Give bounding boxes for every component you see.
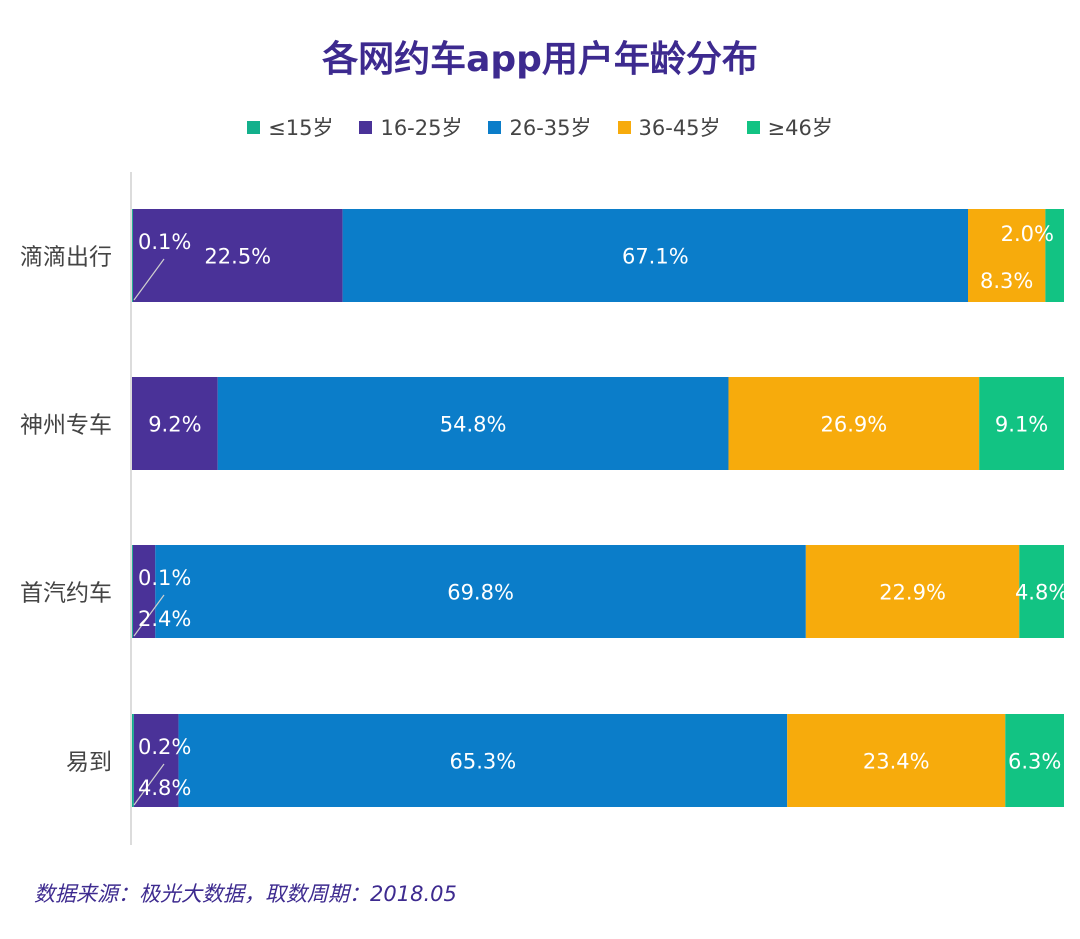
data-label-r2-s1: 2.4% <box>138 607 191 631</box>
legend-item-3: 36-45岁 <box>617 112 721 142</box>
data-label-r2-s0: 0.1% <box>138 566 191 590</box>
chart-title: 各网约车app用户年龄分布 <box>322 39 758 80</box>
bar-segment-r1-s2 <box>217 377 729 470</box>
legend-swatch-4 <box>746 120 760 134</box>
bar-segment-r0-s2 <box>342 209 969 302</box>
bar-segment-r3-s4 <box>1005 714 1064 807</box>
leader-line-r0 <box>133 258 165 301</box>
data-label-r2-s2: 69.8% <box>447 581 514 605</box>
bar-segment-r0-s3 <box>968 209 1046 302</box>
data-label-r0-s4: 2.0% <box>1001 222 1054 246</box>
data-label-r3-s3: 23.4% <box>863 750 930 774</box>
data-label-r2-s3: 22.9% <box>879 581 946 605</box>
legend-item-4: ≥46岁 <box>746 112 833 142</box>
bar-segment-r0-s4 <box>1045 209 1064 302</box>
legend-item-2: 26-35岁 <box>488 112 592 142</box>
category-label-0: 滴滴出行 <box>20 245 112 271</box>
legend-swatch-1 <box>359 120 373 134</box>
legend-label-2: 26-35岁 <box>509 116 592 140</box>
legend-item-1: 16-25岁 <box>359 112 462 142</box>
data-label-r3-s2: 65.3% <box>450 750 517 774</box>
data-label-r0-s1: 22.5% <box>204 245 271 269</box>
bar-segment-r1-s1 <box>132 377 218 470</box>
bar-segment-r2-s3 <box>805 545 1020 638</box>
data-label-r2-s4: 4.8% <box>1015 581 1068 605</box>
leader-line-r3 <box>133 763 165 806</box>
data-label-r1-s3: 26.9% <box>820 413 887 437</box>
bar-segment-r2-s0 <box>132 545 133 638</box>
data-label-r1-s1: 9.2% <box>148 413 201 437</box>
legend-label-0: ≤15岁 <box>268 116 334 140</box>
legend-label-4: ≥46岁 <box>767 116 833 140</box>
legend-label-1: 16-25岁 <box>380 116 463 140</box>
bar-segment-r1-s4 <box>979 377 1064 470</box>
bar-segment-r2-s2 <box>155 545 806 638</box>
data-source-note: 数据来源：极光大数据，取数周期：2018.05 <box>34 882 457 906</box>
bar-segment-r2-s4 <box>1019 545 1064 638</box>
bar-segment-r0-s1 <box>132 209 343 302</box>
legend-item-0: ≤15岁 <box>247 112 333 142</box>
data-label-r0-s3: 8.3% <box>980 269 1033 293</box>
data-label-r0-s0: 0.1% <box>138 230 191 254</box>
legend-swatch-0 <box>247 120 261 134</box>
bar-segment-r3-s2 <box>178 714 788 807</box>
bar-segment-r1-s3 <box>728 377 980 470</box>
data-label-r3-s1: 4.8% <box>138 776 191 800</box>
data-label-r3-s0: 0.2% <box>138 735 191 759</box>
legend-swatch-3 <box>617 120 631 134</box>
bar-segment-r0-s0 <box>132 209 133 302</box>
data-label-r1-s2: 54.8% <box>440 413 507 437</box>
legend-swatch-2 <box>488 120 502 134</box>
chart-legend: ≤15岁 16-25岁 26-35岁 36-45岁 ≥46岁 <box>0 112 1080 142</box>
bar-segment-r3-s1 <box>133 714 179 807</box>
category-label-2: 首汽约车 <box>20 581 112 607</box>
data-label-r0-s2: 67.1% <box>622 245 689 269</box>
leader-line-r2 <box>133 594 165 637</box>
bar-segment-r3-s0 <box>132 714 134 807</box>
data-label-r3-s4: 6.3% <box>1008 750 1061 774</box>
legend-label-3: 36-45岁 <box>638 116 721 140</box>
data-label-r1-s4: 9.1% <box>995 413 1048 437</box>
category-label-1: 神州专车 <box>20 413 112 439</box>
category-label-3: 易到 <box>66 750 112 776</box>
bar-segment-r3-s3 <box>787 714 1006 807</box>
